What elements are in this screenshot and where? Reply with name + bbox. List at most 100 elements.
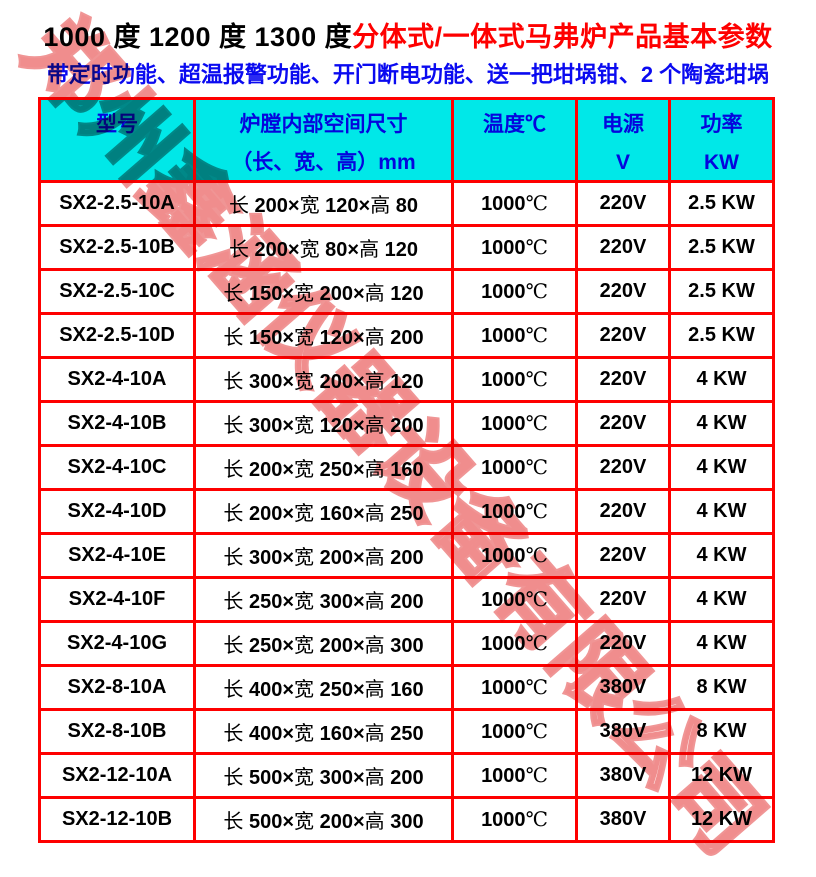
table-row: SX2-12-10A 长 500×宽 300×高 200 1000℃ 380V 12 K… [38, 752, 775, 799]
cell-voltage: 220V [575, 576, 671, 623]
cell-power: 2.5 KW [668, 268, 775, 315]
cell-temperature: 1000℃ [451, 180, 578, 227]
cell-temperature: 1000℃ [451, 532, 578, 579]
cell-voltage: 220V [575, 268, 671, 315]
table-row: SX2-4-10F 长 250×宽 300×高 200 1000℃ 220V 4 KW [38, 576, 775, 623]
cell-dimensions: 长 500×宽 300×高 200 [193, 752, 454, 799]
cell-voltage: 220V [575, 620, 671, 667]
cell-dimensions: 长 200×宽 160×高 250 [193, 488, 454, 535]
cell-dimensions: 长 300×宽 200×高 200 [193, 532, 454, 579]
cell-model: SX2-4-10B [38, 400, 196, 447]
cell-power: 4 KW [668, 400, 775, 447]
cell-voltage: 220V [575, 444, 671, 491]
cell-model: SX2-4-10A [38, 356, 196, 403]
cell-voltage: 380V [575, 708, 671, 755]
table-row: SX2-4-10E 长 300×宽 200×高 200 1000℃ 220V 4 KW [38, 532, 775, 579]
product-spec-table: 型号 炉膛内部空间尺寸 （长、宽、高）mm 温度℃ 电源 V 功率 KW SX2… [38, 97, 775, 843]
cell-dimensions: 长 400×宽 250×高 160 [193, 664, 454, 711]
table-row: SX2-4-10C 长 200×宽 250×高 160 1000℃ 220V 4 KW [38, 444, 775, 491]
cell-temperature: 1000℃ [451, 488, 578, 535]
cell-voltage: 220V [575, 356, 671, 403]
cell-power: 12 KW [668, 796, 775, 843]
cell-voltage: 220V [575, 180, 671, 227]
table-row: SX2-2.5-10C 长 150×宽 200×高 120 1000℃ 220V 2.5… [38, 268, 775, 315]
cell-power: 4 KW [668, 444, 775, 491]
cell-model: SX2-4-10F [38, 576, 196, 623]
col-header-power-rating: 功率 KW [668, 97, 775, 183]
table-row: SX2-4-10G 长 250×宽 200×高 300 1000℃ 220V 4 KW [38, 620, 775, 667]
col-header-chamber-size: 炉膛内部空间尺寸 （长、宽、高）mm [193, 97, 454, 183]
cell-power: 4 KW [668, 488, 775, 535]
cell-voltage: 220V [575, 312, 671, 359]
cell-temperature: 1000℃ [451, 400, 578, 447]
title-temperature-grades: 1000 度 1200 度 1300 度 [43, 22, 353, 52]
table-row: SX2-2.5-10D 长 150×宽 120×高 200 1000℃ 220V 2.5… [38, 312, 775, 359]
cell-power: 12 KW [668, 752, 775, 799]
cell-model: SX2-2.5-10B [38, 224, 196, 271]
cell-dimensions: 长 150×宽 120×高 200 [193, 312, 454, 359]
cell-power: 2.5 KW [668, 180, 775, 227]
table-row: SX2-8-10B 长 400×宽 160×高 250 1000℃ 380V 8 KW [38, 708, 775, 755]
col-header-model: 型号 [38, 97, 196, 183]
cell-temperature: 1000℃ [451, 664, 578, 711]
cell-temperature: 1000℃ [451, 224, 578, 271]
cell-temperature: 1000℃ [451, 576, 578, 623]
col-header-temperature: 温度℃ [451, 97, 578, 183]
header-row: 型号 炉膛内部空间尺寸 （长、宽、高）mm 温度℃ 电源 V 功率 KW [38, 97, 775, 183]
cell-voltage: 220V [575, 532, 671, 579]
cell-power: 2.5 KW [668, 224, 775, 271]
cell-temperature: 1000℃ [451, 356, 578, 403]
cell-model: SX2-12-10B [38, 796, 196, 843]
table-row: SX2-8-10A 长 400×宽 250×高 160 1000℃ 380V 8 KW [38, 664, 775, 711]
col-header-power-supply: 电源 V [575, 97, 671, 183]
cell-model: SX2-2.5-10D [38, 312, 196, 359]
cell-model: SX2-4-10C [38, 444, 196, 491]
cell-temperature: 1000℃ [451, 796, 578, 843]
table-row: SX2-12-10B 长 500×宽 200×高 300 1000℃ 380V 12 K… [38, 796, 775, 843]
cell-voltage: 380V [575, 796, 671, 843]
cell-temperature: 1000℃ [451, 620, 578, 667]
cell-temperature: 1000℃ [451, 444, 578, 491]
cell-power: 4 KW [668, 620, 775, 667]
cell-dimensions: 长 200×宽 120×高 80 [193, 180, 454, 227]
table-row: SX2-4-10D 长 200×宽 160×高 250 1000℃ 220V 4 KW [38, 488, 775, 535]
cell-voltage: 380V [575, 664, 671, 711]
cell-voltage: 220V [575, 488, 671, 535]
cell-dimensions: 长 150×宽 200×高 120 [193, 268, 454, 315]
cell-dimensions: 长 250×宽 300×高 200 [193, 576, 454, 623]
cell-model: SX2-4-10E [38, 532, 196, 579]
cell-power: 4 KW [668, 356, 775, 403]
cell-dimensions: 长 300×宽 200×高 120 [193, 356, 454, 403]
cell-power: 8 KW [668, 664, 775, 711]
cell-model: SX2-2.5-10A [38, 180, 196, 227]
title-product-name: 分体式/一体式马弗炉产品基本参数 [352, 22, 773, 52]
cell-model: SX2-8-10B [38, 708, 196, 755]
cell-power: 2.5 KW [668, 312, 775, 359]
cell-voltage: 380V [575, 752, 671, 799]
cell-dimensions: 长 200×宽 250×高 160 [193, 444, 454, 491]
table-row: SX2-4-10B 长 300×宽 120×高 200 1000℃ 220V 4 KW [38, 400, 775, 447]
cell-dimensions: 长 400×宽 160×高 250 [193, 708, 454, 755]
page-title: 1000 度 1200 度 1300 度分体式/一体式马弗炉产品基本参数 [0, 15, 816, 54]
cell-dimensions: 长 250×宽 200×高 300 [193, 620, 454, 667]
cell-temperature: 1000℃ [451, 708, 578, 755]
table-row: SX2-4-10A 长 300×宽 200×高 120 1000℃ 220V 4 KW [38, 356, 775, 403]
cell-model: SX2-8-10A [38, 664, 196, 711]
cell-dimensions: 长 200×宽 80×高 120 [193, 224, 454, 271]
cell-power: 4 KW [668, 532, 775, 579]
cell-model: SX2-4-10G [38, 620, 196, 667]
cell-voltage: 220V [575, 400, 671, 447]
cell-temperature: 1000℃ [451, 752, 578, 799]
table-row: SX2-2.5-10A 长 200×宽 120×高 80 1000℃ 220V 2.5 … [38, 180, 775, 227]
cell-temperature: 1000℃ [451, 312, 578, 359]
cell-dimensions: 长 500×宽 200×高 300 [193, 796, 454, 843]
cell-power: 8 KW [668, 708, 775, 755]
cell-model: SX2-2.5-10C [38, 268, 196, 315]
table-row: SX2-2.5-10B 长 200×宽 80×高 120 1000℃ 220V 2.5 … [38, 224, 775, 271]
cell-model: SX2-4-10D [38, 488, 196, 535]
cell-power: 4 KW [668, 576, 775, 623]
cell-temperature: 1000℃ [451, 268, 578, 315]
subtitle-features: 带定时功能、超温报警功能、开门断电功能、送一把坩埚钳、2 个陶瓷坩埚 [46, 62, 770, 87]
cell-voltage: 220V [575, 224, 671, 271]
